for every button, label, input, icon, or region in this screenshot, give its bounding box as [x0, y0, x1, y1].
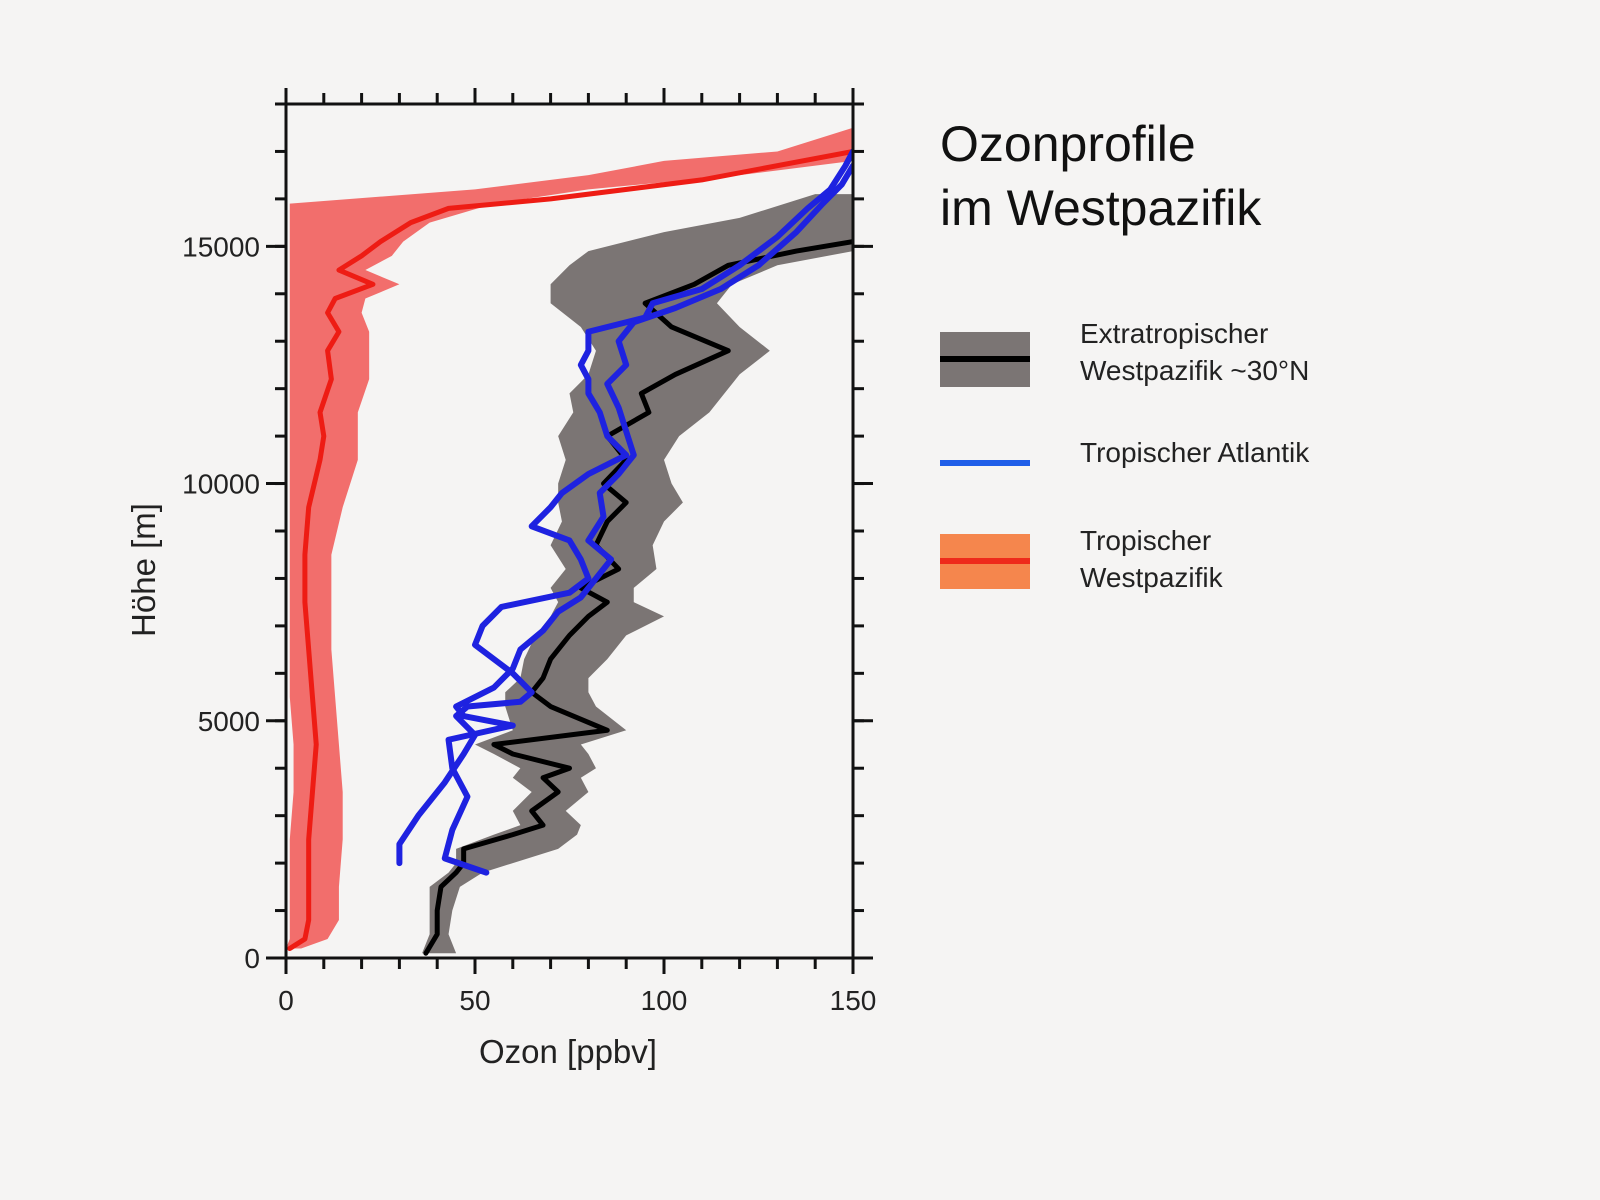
x-tick-label: 150 — [830, 985, 877, 1016]
x-axis-label: Ozon [ppbv] — [479, 1033, 657, 1070]
x-tick-label: 0 — [278, 985, 294, 1016]
legend-label: Tropischer Atlantik — [1080, 437, 1310, 468]
x-tick-label: 50 — [459, 985, 490, 1016]
series-band-1 — [422, 194, 853, 954]
legend-item-extratropical-westpacific: Extratropischer Westpazifik ~30°N — [940, 315, 1400, 395]
legend-swatch-blue-line — [940, 460, 1030, 466]
legend-label: Tropischer Westpazifik — [1080, 525, 1223, 593]
y-tick-label: 15000 — [182, 231, 260, 262]
series-band-0 — [286, 127, 853, 949]
legend-item-tropical-atlantic: Tropischer Atlantik — [940, 434, 1400, 484]
series-line-3 — [441, 162, 853, 876]
legend-item-tropical-westpacific: Tropischer Westpazifik — [940, 522, 1400, 602]
legend-swatch-black-line — [940, 356, 1030, 362]
y-tick-label: 10000 — [182, 469, 260, 500]
chart-title-line-2: im Westpazifik — [940, 180, 1262, 236]
legend-swatch-orange-band — [940, 534, 1030, 589]
legend-swatch-red-line — [940, 558, 1030, 564]
profile-lines — [287, 148, 853, 956]
x-tick-label: 100 — [641, 985, 688, 1016]
chart-title: Ozonprofile im Westpazifik — [940, 112, 1261, 240]
series-line-1 — [423, 239, 853, 956]
chart-title-line-1: Ozonprofile — [940, 116, 1196, 172]
y-axis-label: Höhe [m] — [125, 503, 162, 637]
series-line-0 — [287, 148, 853, 952]
legend-label: Extratropischer Westpazifik ~30°N — [1080, 318, 1310, 386]
y-tick-label: 0 — [244, 943, 260, 974]
y-tick-label: 5000 — [198, 706, 260, 737]
uncertainty-bands — [286, 127, 853, 954]
plot-frame: 0 50 100 150 0 5000 10000 15000 — [182, 88, 876, 1016]
legend-swatch-gray-band — [940, 332, 1030, 387]
